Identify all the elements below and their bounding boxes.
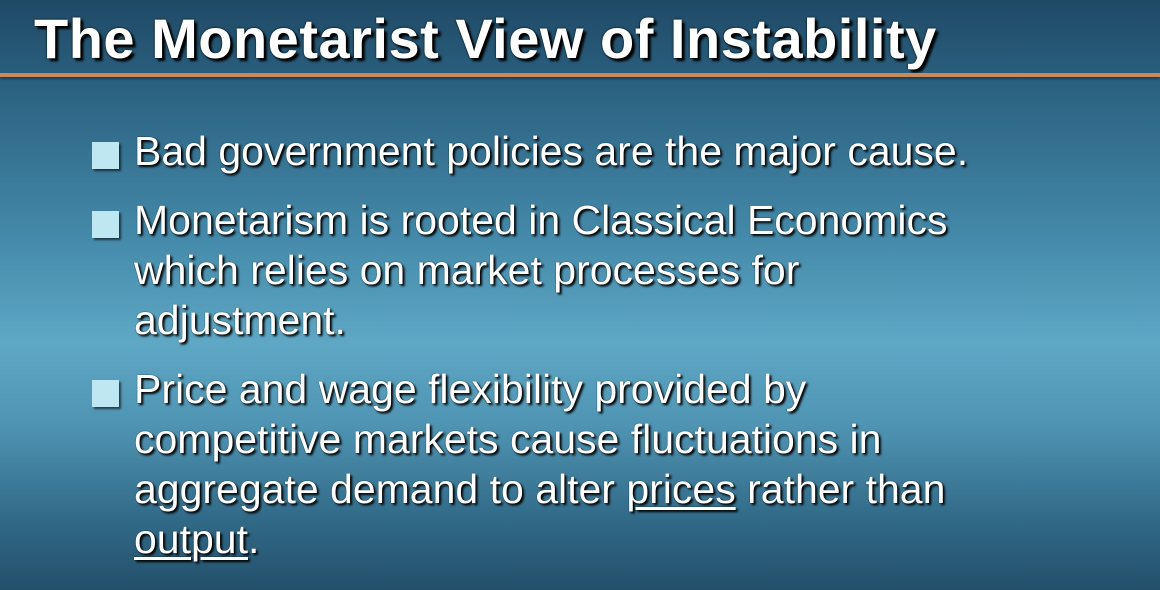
square-bullet-icon xyxy=(92,211,119,238)
bullet-3-line-4: output. xyxy=(134,514,1152,564)
bullet-item-1: Bad government policies are the major ca… xyxy=(92,126,1152,176)
bullet-list: Bad government policies are the major ca… xyxy=(92,126,1152,564)
bullet-2-line-2: which relies on market processes for xyxy=(134,247,800,293)
bullet-3-text-before: aggregate demand to alter xyxy=(134,466,627,512)
title-divider xyxy=(0,73,1160,77)
bullet-item-3: Price and wage flexibility provided by c… xyxy=(92,364,1152,564)
bullet-2-line-1: Monetarism is rooted in Classical Econom… xyxy=(134,197,948,243)
slide-title: The Monetarist View of Instability xyxy=(34,7,937,70)
bullet-3-line-2: competitive markets cause fluctuations i… xyxy=(134,416,882,462)
square-bullet-icon xyxy=(92,380,119,407)
bullet-3-period: . xyxy=(248,516,260,562)
bullet-1-line-1: Bad government policies are the major ca… xyxy=(134,128,969,174)
bullet-3-line-3: aggregate demand to alter prices rather … xyxy=(134,464,1152,514)
square-bullet-icon xyxy=(92,142,119,169)
bullet-2-line-3: adjustment. xyxy=(134,297,346,343)
bullet-3-text-after: rather than xyxy=(735,466,946,512)
underlined-word-prices: prices xyxy=(626,466,736,512)
underlined-word-output: output xyxy=(134,516,248,562)
bullet-item-2: Monetarism is rooted in Classical Econom… xyxy=(92,195,1152,345)
bullet-3-line-1: Price and wage flexibility provided by xyxy=(134,366,807,412)
